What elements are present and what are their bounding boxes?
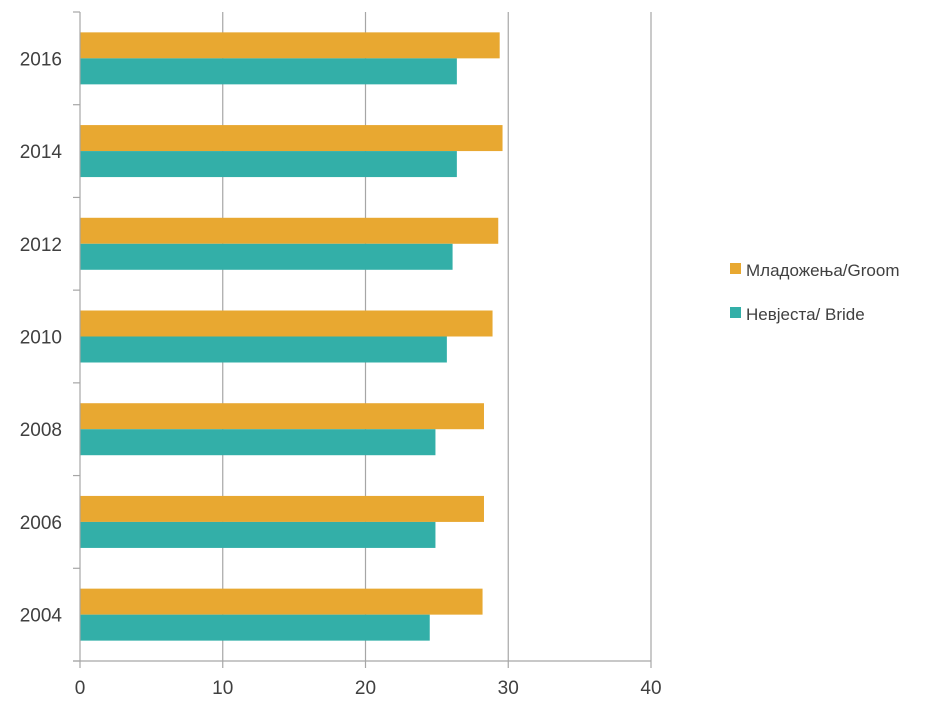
y-tick-label-2004: 2004 <box>20 606 63 627</box>
bar-2010-series-1 <box>80 336 447 363</box>
x-tick-labels: 0 10 20 30 40 <box>75 678 662 699</box>
bar-2006-series-1 <box>80 521 436 548</box>
legend-swatch-series-1 <box>730 307 741 318</box>
bar-2016-series-0 <box>80 32 500 59</box>
x-tick-label-30: 30 <box>498 678 519 699</box>
legend-label-series-1: Невјеста/ Bride <box>746 305 865 324</box>
y-tick-label-2006: 2006 <box>20 513 62 534</box>
x-tick-label-40: 40 <box>640 678 661 699</box>
axes <box>73 11 652 668</box>
y-tick-label-2012: 2012 <box>20 235 62 256</box>
bar-2006-series-0 <box>80 495 484 522</box>
bar-2010-series-0 <box>80 310 493 337</box>
x-tick-label-0: 0 <box>75 678 86 699</box>
bars <box>80 32 503 641</box>
x-tick-label-20: 20 <box>355 678 376 699</box>
bar-2008-series-1 <box>80 429 436 456</box>
y-tick-label-2010: 2010 <box>20 328 62 349</box>
y-tick-labels: 2004 2006 2008 2010 2012 2014 2016 <box>20 49 63 626</box>
y-tick-label-2008: 2008 <box>20 420 62 441</box>
bar-2014-series-0 <box>80 125 503 152</box>
bar-2014-series-1 <box>80 151 457 178</box>
bar-2012-series-1 <box>80 243 453 270</box>
legend: Младожења/Groom Невјеста/ Bride <box>730 261 900 324</box>
bar-2004-series-0 <box>80 588 483 615</box>
bar-2016-series-1 <box>80 58 457 85</box>
x-tick-label-10: 10 <box>212 678 233 699</box>
y-tick-label-2014: 2014 <box>20 142 63 163</box>
y-tick-label-2016: 2016 <box>20 49 62 70</box>
bar-2004-series-1 <box>80 614 430 641</box>
legend-swatch-series-0 <box>730 263 741 274</box>
legend-label-series-0: Младожења/Groom <box>746 261 900 280</box>
bar-2008-series-0 <box>80 403 484 430</box>
bar-2012-series-0 <box>80 217 499 244</box>
